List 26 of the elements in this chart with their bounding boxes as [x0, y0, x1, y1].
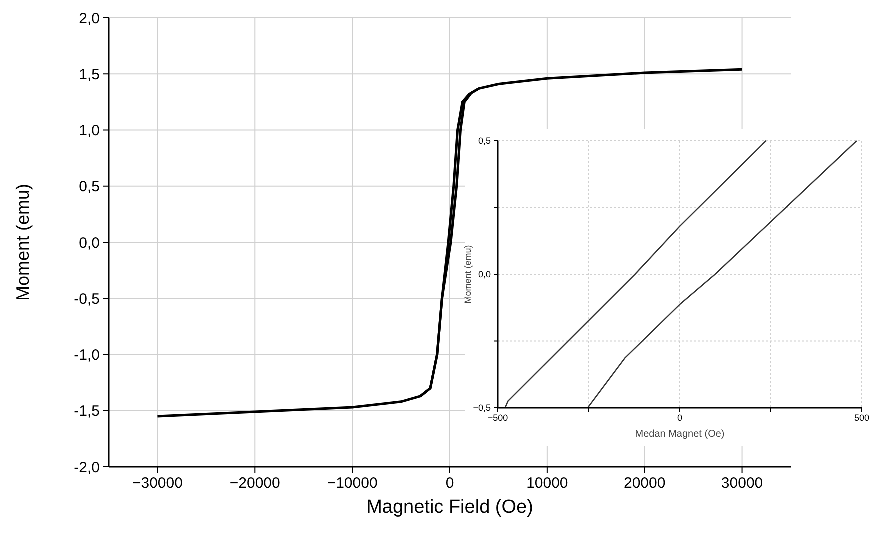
y-tick-label: 0,0 [79, 234, 100, 252]
x-tick-label: −20000 [230, 475, 280, 492]
x-tick-label: 10000 [526, 475, 568, 492]
x-axis-title: Magnetic Field (Oe) [366, 497, 534, 518]
x-tick-label: 30000 [721, 475, 764, 492]
y-axis-title: Moment (emu) [463, 245, 473, 304]
x-tick-label: −500 [488, 413, 508, 423]
x-tick-label: 500 [854, 413, 870, 423]
y-tick-label: -1,5 [74, 403, 100, 420]
y-tick-label: -0,5 [74, 290, 100, 308]
x-tick-label: 20000 [624, 475, 666, 492]
x-tick-label: −30000 [132, 475, 183, 492]
y-tick-label: 1,0 [79, 122, 100, 140]
y-tick-label: 2,0 [79, 10, 100, 28]
y-axis-title: Moment (emu) [13, 184, 33, 302]
y-tick-label: 1,5 [79, 66, 100, 84]
y-tick-label: 0,5 [478, 136, 491, 146]
y-tick-label: −0,5 [473, 403, 491, 414]
y-tick-label: -2,0 [74, 459, 100, 476]
y-tick-label: -1,0 [74, 347, 100, 364]
x-tick-label: 0 [446, 475, 454, 492]
x-tick-label: −10000 [327, 475, 378, 492]
x-tick-label: 0 [677, 413, 683, 423]
y-tick-label: 0,0 [478, 270, 491, 280]
x-axis-title: Medan Magnet (Oe) [635, 429, 725, 440]
y-tick-label: 0,5 [79, 178, 100, 196]
